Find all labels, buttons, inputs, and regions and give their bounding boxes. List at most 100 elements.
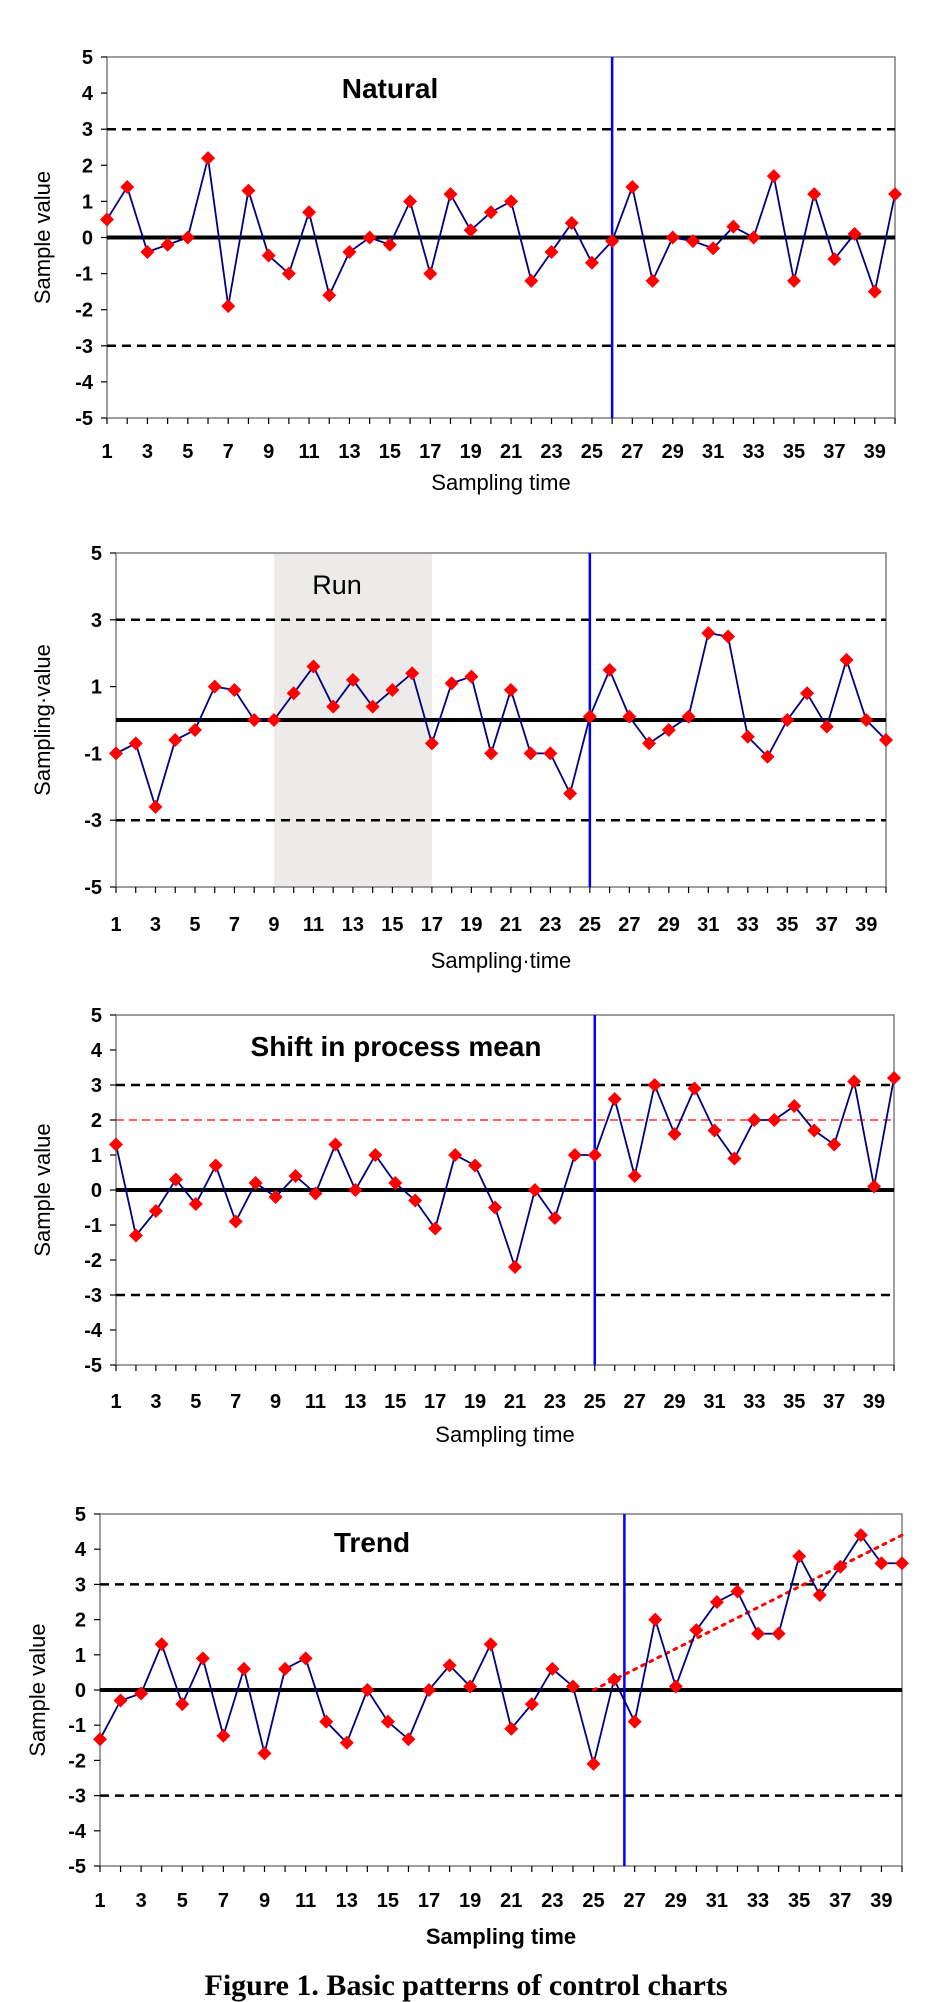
data-point <box>134 1686 149 1701</box>
data-point <box>786 273 801 288</box>
x-tick-label: 3 <box>150 1391 161 1413</box>
x-tick-label: 7 <box>223 441 234 463</box>
x-tick-label: 31 <box>702 441 724 463</box>
x-tick-label: 35 <box>783 441 805 463</box>
y-tick-label: -1 <box>68 1715 86 1737</box>
y-tick-label: -5 <box>68 1856 86 1878</box>
data-point <box>689 1623 704 1638</box>
data-point <box>463 223 478 238</box>
data-point <box>488 1200 503 1215</box>
data-point <box>661 723 676 738</box>
data-point <box>109 1137 123 1152</box>
data-point <box>365 699 380 714</box>
x-tick-label: 13 <box>342 914 364 936</box>
data-point <box>257 1746 272 1761</box>
data-point <box>895 1556 909 1571</box>
x-tick-label: 23 <box>539 914 561 936</box>
series-line <box>115 1077 895 1271</box>
x-tick-label: 35 <box>783 1391 805 1413</box>
x-tick-label: 17 <box>424 1391 446 1413</box>
data-point <box>847 226 862 241</box>
x-tick-label: 19 <box>464 1391 486 1413</box>
data-point <box>687 1081 702 1096</box>
x-tick-label: 31 <box>697 914 719 936</box>
y-tick-label: -3 <box>68 1786 86 1808</box>
data-point <box>113 1693 128 1708</box>
data-point <box>448 1148 463 1162</box>
x-tick-label: 9 <box>263 441 274 463</box>
data-point <box>701 626 716 641</box>
data-point <box>582 709 597 724</box>
x-tick-label: 27 <box>618 914 640 936</box>
chart-title: Trend <box>334 1527 410 1558</box>
data-point <box>648 1612 663 1627</box>
x-tick-label: 17 <box>418 1890 440 1912</box>
x-tick-label: 33 <box>743 1391 765 1413</box>
data-point <box>807 1123 822 1138</box>
data-point <box>442 1658 457 1673</box>
data-point <box>93 1732 107 1747</box>
x-tick-label: 5 <box>189 914 200 936</box>
x-tick-label: 33 <box>747 1890 769 1912</box>
data-point <box>709 1595 724 1609</box>
series-line <box>106 157 896 307</box>
y-tick-label: 3 <box>91 610 102 632</box>
data-point <box>721 629 736 644</box>
data-point <box>468 1158 483 1173</box>
data-point <box>278 1661 293 1676</box>
data-point <box>128 736 143 751</box>
x-tick-label: 35 <box>788 1890 810 1912</box>
data-point <box>642 736 657 751</box>
data-point <box>128 1228 143 1243</box>
data-point <box>565 1679 580 1694</box>
data-point <box>168 733 183 748</box>
data-point <box>839 652 854 667</box>
x-tick-label: 25 <box>581 441 603 463</box>
data-point <box>484 746 499 761</box>
x-tick-label: 33 <box>737 914 759 936</box>
x-tick-label: 11 <box>305 1391 326 1413</box>
data-point <box>261 248 276 263</box>
data-point <box>665 230 680 245</box>
data-point <box>266 713 281 727</box>
chart-title: Natural <box>342 73 438 104</box>
x-tick-label: 25 <box>579 914 601 936</box>
data-point <box>444 676 459 691</box>
data-point <box>888 187 902 202</box>
data-point <box>388 1176 403 1190</box>
x-tick-label: 15 <box>377 1890 399 1912</box>
x-tick-label: 29 <box>662 441 684 463</box>
data-point <box>827 1137 842 1152</box>
x-tick-label: 11 <box>303 914 324 936</box>
data-point <box>464 669 479 684</box>
x-tick-label: 35 <box>776 914 798 936</box>
data-point <box>751 1626 766 1641</box>
chart-title: Shift in process mean <box>251 1031 542 1062</box>
data-point <box>154 1637 169 1652</box>
y-tick-label: 1 <box>91 677 102 699</box>
data-point <box>771 1626 786 1641</box>
data-point <box>483 1637 498 1652</box>
data-point <box>380 1714 395 1729</box>
y-tick-label: -1 <box>75 264 93 286</box>
data-point <box>248 1176 263 1190</box>
data-point <box>523 746 538 761</box>
x-tick-label: 1 <box>110 1391 121 1413</box>
x-tick-label: 27 <box>624 1890 646 1912</box>
data-point <box>887 1071 901 1085</box>
x-tick-label: 19 <box>460 441 482 463</box>
x-tick-label: 27 <box>624 1391 646 1413</box>
data-point <box>298 1651 313 1666</box>
x-tick-label: 9 <box>259 1890 270 1912</box>
y-tick-label: -4 <box>68 1821 87 1843</box>
data-point <box>360 1683 375 1697</box>
data-point <box>195 1651 210 1666</box>
x-tick-label: 39 <box>855 914 877 936</box>
data-point <box>807 187 822 202</box>
y-tick-label: 1 <box>82 191 93 213</box>
x-tick-label: 5 <box>177 1890 188 1912</box>
x-tick-label: 7 <box>230 1391 241 1413</box>
y-tick-label: 0 <box>91 1180 102 1202</box>
x-tick-label: 31 <box>703 1391 725 1413</box>
y-tick-label: 0 <box>82 228 93 250</box>
